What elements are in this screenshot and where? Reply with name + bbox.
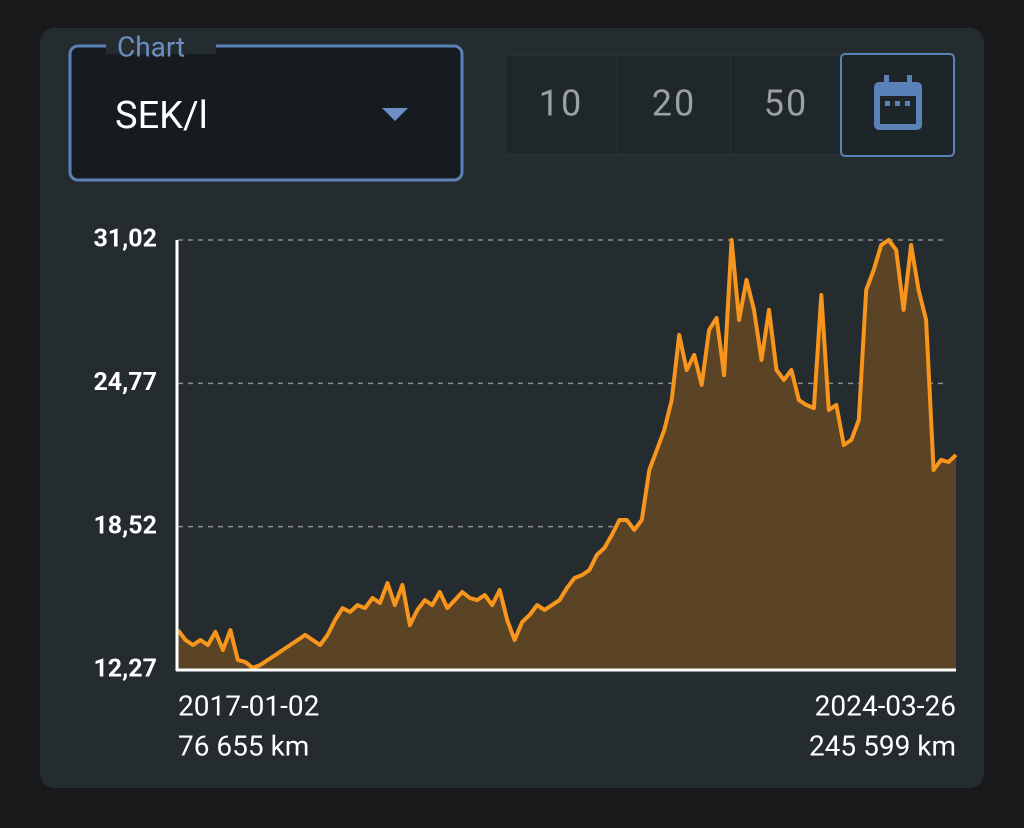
area [178, 240, 956, 670]
calendar-dot [885, 101, 890, 106]
y-tick-label: 24,77 [93, 368, 157, 397]
calendar-dot [895, 101, 900, 106]
chart-selector[interactable]: Chart SEK/l [68, 30, 464, 182]
y-tick-label: 31,02 [93, 225, 157, 254]
dropdown-value: SEK/l [115, 94, 208, 138]
dropdown-caret [382, 108, 408, 121]
x-tick-label: 2024-03-26 [815, 689, 956, 722]
range-buttons: 10 20 50 [504, 53, 956, 157]
calendar-button[interactable] [840, 53, 955, 157]
dropdown-box[interactable] [68, 44, 464, 182]
calendar-ring [907, 75, 912, 87]
line [176, 238, 958, 670]
calendar-face [880, 96, 916, 124]
y-tick-label: 18,52 [93, 511, 157, 540]
y-tick-label: 12,27 [93, 655, 157, 684]
calendar-dot [905, 101, 910, 106]
range-button[interactable]: 10 [539, 83, 583, 125]
calendar-ring [884, 75, 889, 87]
range-button[interactable]: 20 [652, 83, 696, 125]
label-gap [106, 40, 216, 54]
dropdown-label: Chart [117, 30, 185, 63]
x-tick-label: 2017-01-02 [178, 689, 319, 722]
x-tick-sublabel: 76 655 km [178, 729, 309, 762]
chart: 12,27 18,52 24,77 31,02 2017-01-02 76 655 km 2… [93, 225, 958, 762]
x-tick-sublabel: 245 599 km [809, 729, 956, 762]
range-button[interactable]: 50 [764, 83, 808, 125]
